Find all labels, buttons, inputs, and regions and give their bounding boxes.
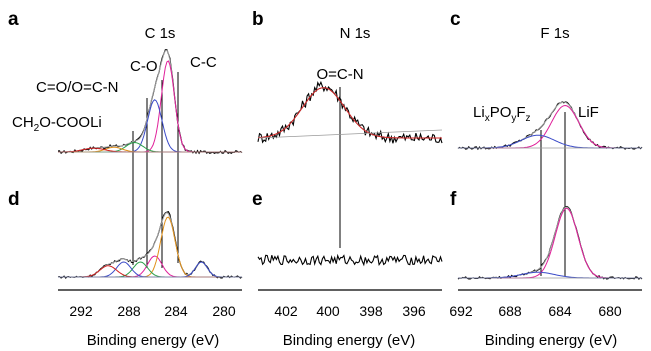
- tick-d-284: 284: [164, 303, 188, 319]
- x-axis-label-f: Binding energy (eV): [485, 332, 618, 349]
- panel-label-a: a: [8, 9, 19, 30]
- title-n1s: N 1s: [340, 25, 371, 42]
- spectrum-b-2: [257, 87, 442, 139]
- spectrum-c-2: [458, 104, 642, 149]
- spectrum-b-1: [257, 87, 442, 139]
- peak-label-lixpoyfz: LixPOyFz: [473, 104, 531, 124]
- annotation-lines: [132, 72, 566, 276]
- spectrum-f-1: [458, 206, 642, 279]
- tick-f-680: 680: [598, 303, 622, 319]
- spectrum-d-3: [58, 216, 242, 278]
- panel-label-c: c: [450, 9, 461, 30]
- spectrum-f-0: [457, 205, 643, 280]
- spectrum-d-0: [57, 211, 243, 279]
- tick-e-396: 396: [402, 303, 426, 319]
- tick-d-292: 292: [69, 303, 93, 319]
- tick-e-400: 400: [316, 303, 340, 319]
- title-c1s: C 1s: [145, 25, 176, 42]
- panel-label-d: d: [8, 189, 20, 210]
- spectrum-c-3: [458, 134, 642, 149]
- spectrum-f-3: [458, 271, 642, 279]
- tick-d-288: 288: [117, 303, 141, 319]
- peak-label-co: C-O: [130, 58, 158, 75]
- x-axis-label-d: Binding energy (eV): [87, 332, 220, 349]
- tick-f-688: 688: [498, 303, 522, 319]
- peak-label-cc: C-C: [190, 54, 217, 71]
- tick-f-684: 684: [548, 303, 572, 319]
- peak-label-ocn: O=C-N: [316, 66, 363, 83]
- spectrum-d-1: [58, 211, 242, 278]
- tick-f-692: 692: [449, 303, 473, 319]
- spectrum-f-2: [458, 207, 642, 279]
- peak-label-lif: LiF: [578, 104, 599, 121]
- panel-label-f: f: [450, 189, 457, 210]
- panel-label-e: e: [252, 189, 263, 210]
- spectrum-e-0: [257, 253, 443, 267]
- peak-label-cocn: C=O/O=C-N: [36, 79, 119, 96]
- tick-e-402: 402: [274, 303, 298, 319]
- tick-d-280: 280: [212, 303, 236, 319]
- panel-label-b: b: [252, 9, 264, 30]
- peak-label-ch2ocooli: CH2O-COOLi: [12, 114, 102, 134]
- tick-e-398: 398: [359, 303, 383, 319]
- spectrum-b-0: [257, 80, 443, 144]
- x-axis-label-e: Binding energy (eV): [283, 332, 416, 349]
- title-f1s: F 1s: [540, 25, 569, 42]
- baseline-b: [257, 129, 443, 139]
- spectra-layer: [57, 49, 643, 280]
- spectrum-a-4: [58, 141, 242, 153]
